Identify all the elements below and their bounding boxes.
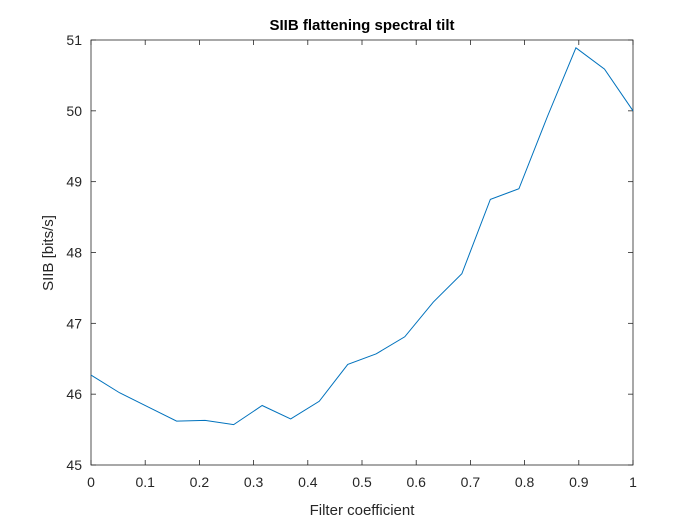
x-tick-label: 0.9 [569, 474, 589, 490]
plot-area: 0 0.1 0.2 0.3 0.4 0.5 0.6 0.7 0.8 0.9 1 45 46 47 48 49 5… [66, 32, 637, 490]
x-tick-label: 0.3 [244, 474, 264, 490]
x-tick-label: 1 [629, 474, 637, 490]
y-tick-label: 50 [66, 103, 82, 119]
y-tick-label: 47 [66, 315, 82, 331]
x-tick-label: 0.8 [515, 474, 535, 490]
y-tick-label: 49 [66, 174, 82, 190]
chart-title: SIIB flattening spectral tilt [269, 17, 454, 34]
series-line [90, 47, 634, 426]
x-tick-label: 0.4 [298, 474, 318, 490]
x-tick-label: 0.1 [135, 474, 155, 490]
x-axis-title: Filter coefficient [310, 502, 416, 519]
axes-box [90, 39, 634, 466]
x-tick-label: 0.6 [406, 474, 426, 490]
x-tick-label: 0.2 [190, 474, 210, 490]
y-tick-label: 45 [66, 457, 82, 473]
y-tick-label: 51 [66, 32, 82, 48]
y-tick-label: 46 [66, 386, 82, 402]
y-tick-label: 48 [66, 245, 82, 261]
x-tick-label: 0.7 [461, 474, 481, 490]
x-tick-label: 0 [87, 474, 95, 490]
y-axis-title: SIIB [bits/s] [40, 215, 57, 291]
x-tick-label: 0.5 [352, 474, 372, 490]
